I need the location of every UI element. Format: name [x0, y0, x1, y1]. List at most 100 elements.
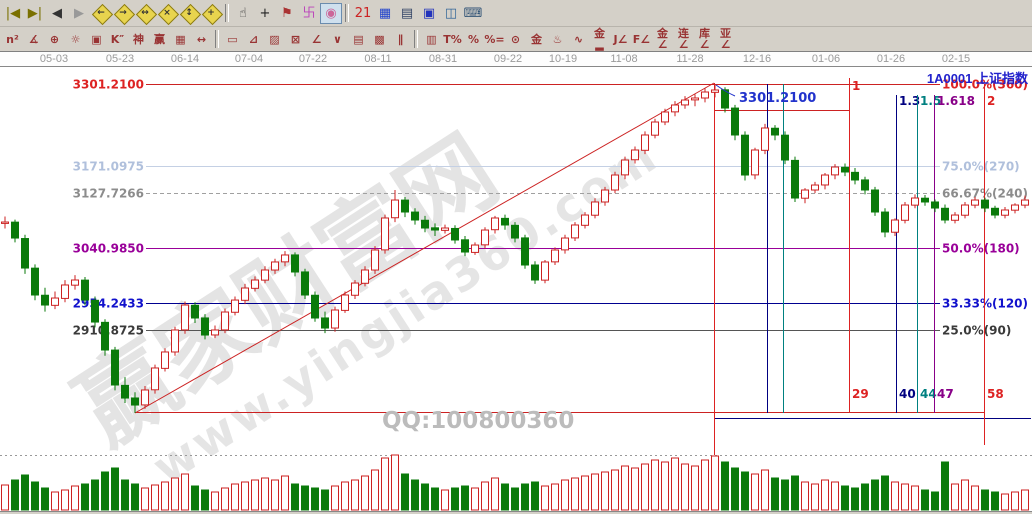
tool-ying-stamp-button[interactable]: 赢	[149, 30, 170, 49]
volume-bar	[611, 469, 619, 511]
crosshair-tool-icon: +	[259, 5, 271, 21]
marker-flag-tool-button[interactable]: ⚑	[276, 3, 298, 24]
date-tick-label: 02-15	[941, 53, 971, 65]
volume-bar	[111, 467, 119, 511]
volume-bar	[41, 487, 49, 511]
toolbar-main: |◀ ▶| ◀ ▶ ← → ↔ × ↕ + ☝ + ⚑ 卐 ◉ 21 ▦ ▤ ▣ ◫ ⌨	[0, 0, 1032, 27]
pan-right-button[interactable]: →	[112, 3, 136, 25]
go-last-bar-button[interactable]: ▶|	[24, 3, 46, 24]
tool-number-grid-button[interactable]: ▦	[170, 30, 191, 49]
candle-body	[801, 189, 809, 199]
tool-gold-section-button[interactable]: 金	[526, 30, 547, 49]
expand-vertical-button[interactable]: ↕	[178, 3, 202, 25]
tool-angle-button[interactable]: ∡	[23, 30, 44, 49]
candle-body	[561, 237, 569, 251]
volume-bar	[921, 489, 929, 511]
brain-analysis-tool-button[interactable]: ◉	[320, 2, 342, 24]
hand-tool-button[interactable]: ☝	[232, 3, 254, 24]
step-forward-button[interactable]: ▶	[68, 3, 90, 24]
go-first-bar-button[interactable]: |◀	[2, 3, 24, 24]
date-tick-label: 07-22	[298, 53, 328, 65]
volume-bar	[281, 475, 289, 511]
volume-bar	[901, 483, 909, 511]
fib-ratio-label: 1.3	[899, 94, 920, 108]
candle-body	[741, 134, 749, 176]
tool-ya-angle-button[interactable]: 亚∠	[715, 28, 736, 50]
tool-stats-panel-button[interactable]: ▥	[421, 30, 442, 49]
candle-body	[311, 294, 319, 319]
tool-ku-angle-button[interactable]: 库∠	[694, 28, 715, 50]
remote-client-button[interactable]: ⌨	[462, 3, 484, 24]
candlestick-chart: 赢家财富网www.yingjia360.com3301.2100100.0%(3…	[0, 66, 1032, 514]
zoom-out-horizontal-button[interactable]: ×	[156, 3, 180, 25]
candle-body	[711, 89, 719, 93]
candle-body	[481, 229, 489, 246]
window-transfer-button[interactable]: ◫	[440, 3, 462, 24]
tool-parallel-lines-button[interactable]: ∥	[390, 30, 411, 49]
crosshair-tool-button[interactable]: +	[254, 3, 276, 24]
tool-star-target-icon: ☼	[70, 32, 81, 46]
candle-body	[591, 201, 599, 216]
tool-j-angle-button[interactable]: J∠	[610, 30, 631, 49]
tool-f-angle-button[interactable]: F∠	[631, 30, 652, 49]
tool-percent-zones-button[interactable]: %=	[484, 30, 505, 49]
tool-ying-stamp-icon: 赢	[154, 32, 165, 46]
candle-body	[691, 97, 699, 101]
tool-f-angle-icon: F∠	[632, 32, 651, 46]
tool-fine-grid-button[interactable]: ▤	[348, 30, 369, 49]
tool-gold-angle-button[interactable]: 金∠	[652, 28, 673, 50]
tool-kline-marker-button[interactable]: K″	[107, 30, 128, 49]
tool-gold-circle-button[interactable]: ⊙	[505, 30, 526, 49]
fit-all-button[interactable]: +	[200, 3, 224, 25]
tool-grid-box-button[interactable]: ▩	[369, 30, 390, 49]
pattern-tool-button[interactable]: 卐	[298, 3, 320, 24]
tool-bar-width-button[interactable]: ↔	[191, 30, 212, 49]
tool-gold-bar-button[interactable]: 金▂	[589, 28, 610, 50]
tool-compass-button[interactable]: ⊕	[44, 30, 65, 49]
candles	[1, 84, 1029, 413]
tool-gann-box-icon: ▨	[269, 32, 280, 46]
volume-bar	[711, 455, 719, 511]
save-button[interactable]: ▣	[418, 3, 440, 24]
tool-star-target-button[interactable]: ☼	[65, 30, 86, 49]
tool-wave-arcs-button[interactable]: ∿	[568, 30, 589, 49]
tool-gann-square-button[interactable]: ⊠	[285, 30, 306, 49]
candle-body	[211, 329, 219, 336]
tool-brush-flame-button[interactable]: ♨	[547, 30, 568, 49]
tool-gold-section-icon: 金	[531, 32, 542, 46]
tool-square-target-button[interactable]: ▣	[86, 30, 107, 49]
calendar-button[interactable]: 21	[352, 3, 374, 24]
candle-body	[251, 279, 259, 289]
tool-lian-angle-button[interactable]: 连∠	[673, 28, 694, 50]
volume-bar	[401, 473, 409, 511]
volume-bar	[241, 481, 249, 511]
expand-vertical-icon: ↕	[185, 7, 193, 18]
candle-body	[421, 219, 429, 229]
step-back-button[interactable]: ◀	[46, 3, 68, 24]
volume-bar	[171, 477, 179, 511]
toolbar-drawing: n² ∡ ⊕ ☼ ▣ K″ 神赢 ▦ ↔ ▭ ⊿ ▨ ⊠ ∠ ∨ ▤ ▩ ∥ ▥ T%% %= ⊙ 金 ♨ ∿ 金▂ J∠ F∠ 金∠ 连…	[0, 27, 1032, 52]
pan-left-button[interactable]: ←	[90, 3, 114, 25]
tool-gann-fan-button[interactable]: ⊿	[243, 30, 264, 49]
zoom-in-horizontal-button[interactable]: ↔	[134, 3, 158, 25]
date-tick-label: 05-23	[105, 53, 135, 65]
notes-button[interactable]: ▤	[396, 3, 418, 24]
tool-percent-button[interactable]: %	[463, 30, 484, 49]
candle-body	[941, 207, 949, 221]
tool-vee-lines-button[interactable]: ∨	[327, 30, 348, 49]
calculator-button[interactable]: ▦	[374, 3, 396, 24]
tool-gann-box-button[interactable]: ▨	[264, 30, 285, 49]
candle-body	[601, 189, 609, 203]
tool-shen-stamp-button[interactable]: 神	[128, 30, 149, 49]
volume-bar	[261, 477, 269, 511]
tool-gann-fan-icon: ⊿	[248, 32, 259, 46]
volume-bar	[311, 487, 319, 511]
candle-body	[791, 159, 799, 199]
volume-bar	[661, 461, 669, 511]
volume-bar	[591, 473, 599, 511]
tool-trend-angles-button[interactable]: ∠	[306, 30, 327, 49]
tool-percent-line-button[interactable]: T%	[442, 30, 463, 49]
tool-rect-select-button[interactable]: ▭	[222, 30, 243, 49]
tool-n-squared-button[interactable]: n²	[2, 30, 23, 49]
trendline[interactable]	[134, 82, 715, 414]
